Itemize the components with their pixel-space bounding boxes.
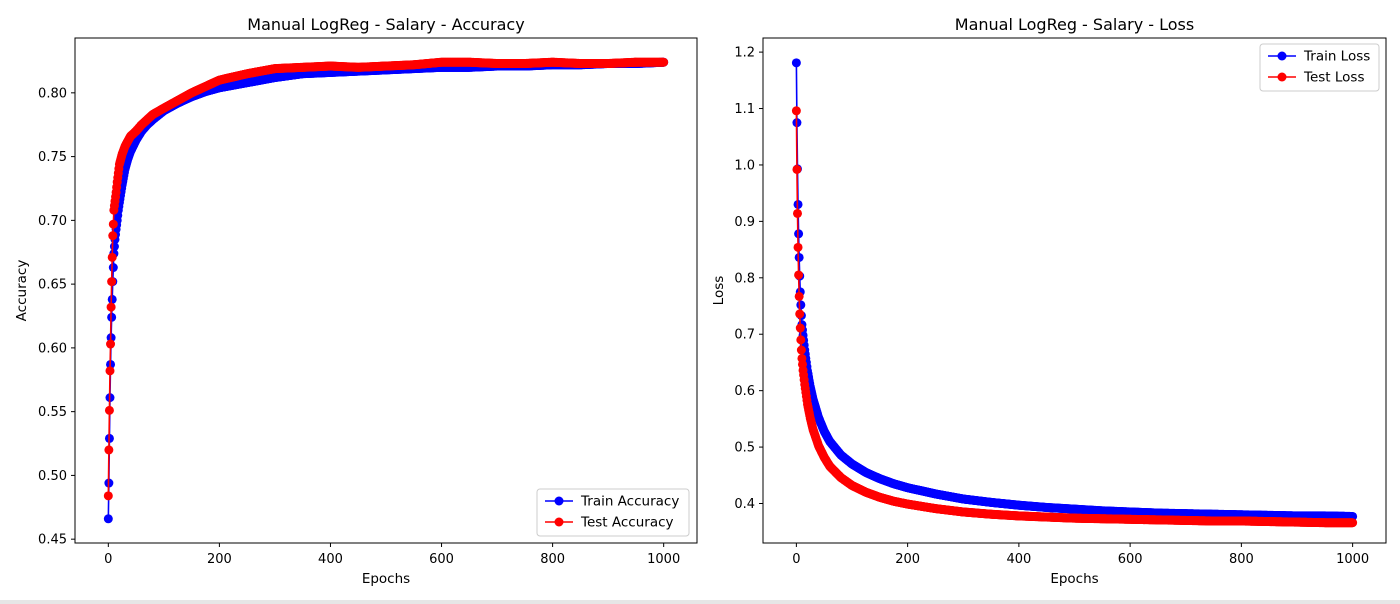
y-tick-label: 0.50: [38, 469, 67, 484]
x-tick-label: 1000: [647, 552, 680, 567]
y-tick-label: 0.65: [38, 278, 67, 293]
legend-label: Test Loss: [1303, 70, 1365, 86]
y-tick-label: 0.70: [38, 214, 67, 229]
x-tick-label: 200: [895, 552, 920, 567]
data-point: [105, 366, 115, 376]
y-tick-label: 0.75: [38, 150, 67, 165]
data-point: [796, 300, 806, 310]
y-tick-label: 1.0: [734, 158, 755, 173]
legend-marker: [1277, 51, 1287, 61]
y-tick-label: 1.2: [734, 46, 755, 61]
data-point: [1348, 518, 1358, 528]
y-tick-label: 0.45: [38, 533, 67, 548]
x-tick-label: 400: [1006, 552, 1031, 567]
data-point: [108, 263, 118, 273]
x-tick-label: 800: [1229, 552, 1254, 567]
axes-frame: [74, 37, 698, 544]
data-point: [106, 339, 116, 349]
data-point: [793, 242, 803, 252]
window-bottom-edge: [0, 600, 1400, 604]
y-tick-label: 0.7: [734, 328, 755, 343]
series-test-accuracy: [103, 57, 669, 501]
loss-chart: Manual LogReg - Salary - Loss 0 200 400 600 8…: [711, 15, 1387, 587]
data-point: [796, 345, 806, 355]
accuracy-chart: Manual LogReg - Salary - Accuracy 0 200 400…: [14, 15, 698, 587]
data-point: [107, 277, 117, 287]
data-point: [106, 302, 116, 312]
data-point: [794, 291, 804, 301]
legend-label: Train Accuracy: [580, 494, 679, 510]
legend-label: Test Accuracy: [580, 515, 674, 531]
data-point: [103, 491, 113, 501]
legend-marker: [1277, 72, 1287, 82]
data-point: [108, 219, 118, 229]
series-markers: [103, 57, 669, 524]
x-axis-label: Epochs: [362, 571, 410, 587]
y-tick-label: 0.6: [734, 384, 755, 399]
data-point: [791, 106, 801, 116]
y-tick-label: 0.8: [734, 271, 755, 286]
x-tick-label: 800: [540, 552, 565, 567]
y-axis-label: Accuracy: [14, 260, 30, 322]
x-tick-label: 400: [318, 552, 343, 567]
chart-title: Manual LogReg - Salary - Loss: [955, 15, 1194, 34]
data-point: [795, 323, 805, 333]
legend-box: [536, 488, 690, 537]
series-markers: [791, 106, 1358, 528]
x-axis-label: Epochs: [1050, 571, 1098, 587]
series-line: [107, 61, 664, 519]
y-tick-label: 1.1: [734, 102, 755, 117]
y-tick-label: 0.80: [38, 86, 67, 101]
chart-title: Manual LogReg - Salary - Accuracy: [247, 15, 524, 34]
data-point: [107, 294, 117, 304]
data-point: [794, 270, 804, 280]
series-line: [795, 62, 1353, 518]
data-point: [104, 445, 114, 455]
data-point: [108, 231, 118, 241]
data-point: [792, 208, 802, 218]
y-tick-label: 0.4: [734, 497, 755, 512]
data-point: [792, 164, 802, 174]
series-test-loss: [791, 106, 1358, 528]
x-tick-label: 600: [1118, 552, 1143, 567]
series-train-loss: [791, 58, 1358, 521]
y-tick-label: 0.5: [734, 441, 755, 456]
plot-area: [103, 57, 669, 524]
series-train-accuracy: [103, 57, 669, 524]
x-tick-label: 1000: [1336, 552, 1369, 567]
legend-label: Train Loss: [1303, 49, 1370, 65]
data-point: [103, 514, 113, 524]
plot-area: [791, 58, 1358, 528]
legend-marker: [554, 496, 564, 506]
x-tick-label: 200: [207, 552, 232, 567]
series-markers: [103, 57, 669, 501]
y-tick-label: 0.60: [38, 341, 67, 356]
y-tick-label: 0.55: [38, 405, 67, 420]
y-tick-label: 0.9: [734, 215, 755, 230]
axes-frame: [762, 37, 1387, 544]
data-point: [104, 405, 114, 415]
data-point: [659, 57, 669, 67]
data-point: [791, 58, 801, 68]
data-point: [107, 252, 117, 262]
data-point: [794, 252, 804, 262]
series-markers: [791, 58, 1358, 521]
y-axis-label: Loss: [711, 276, 727, 306]
data-point: [796, 335, 806, 345]
legend: Train Accuracy Test Accuracy: [536, 488, 690, 537]
x-tick-label: 600: [429, 552, 454, 567]
legend-marker: [554, 517, 564, 527]
x-tick-label: 0: [104, 552, 112, 567]
x-tick-label: 0: [792, 552, 800, 567]
data-point: [795, 309, 805, 319]
series-line: [795, 110, 1353, 524]
series-line: [107, 61, 664, 496]
legend: Train Loss Test Loss: [1259, 43, 1380, 92]
